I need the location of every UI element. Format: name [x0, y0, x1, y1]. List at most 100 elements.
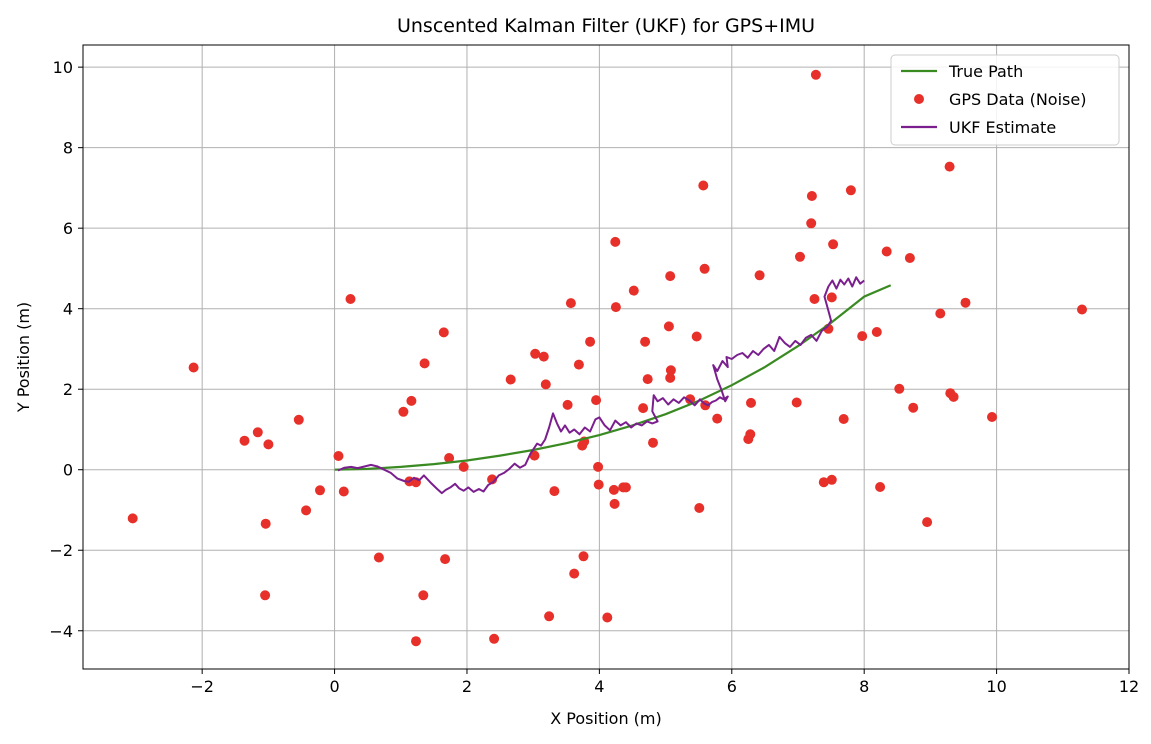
gps-data-point [593, 479, 604, 490]
gps-data-point [881, 246, 892, 257]
gps-data-point [538, 351, 549, 362]
y-axis-label: Y Position (m) [14, 302, 33, 413]
gps-data-point [746, 397, 756, 408]
gps-data-point [444, 453, 455, 463]
gps-data-point [438, 327, 449, 338]
y-tick-label: 4 [63, 300, 73, 319]
gps-data-point [263, 439, 274, 450]
gps-data-point [293, 414, 304, 425]
ticks: −2 0 2 4 6 8 10 12 −4 −2 0 2 4 6 8 10 [49, 58, 1139, 696]
gps-data-point [795, 251, 805, 262]
gps-data-point [544, 611, 555, 622]
x-tick-label: 10 [986, 677, 1006, 696]
gps-data-point [638, 403, 649, 414]
gps-data-point [857, 331, 868, 342]
gps-data-point [826, 474, 837, 485]
gps-data-point [419, 358, 430, 369]
gps-data-point [745, 429, 756, 440]
gps-data-point [828, 239, 839, 250]
y-tick-label: −4 [49, 622, 73, 641]
ukf-estimate-line [337, 276, 865, 495]
plot-area [127, 69, 1087, 647]
gps-data-point [818, 477, 829, 488]
gps-data-point [591, 395, 602, 406]
gps-data-point [875, 482, 886, 492]
gps-data-point [609, 498, 620, 509]
gps-data-point [585, 336, 596, 347]
gps-data-point [810, 69, 821, 80]
gps-data-point [694, 503, 705, 513]
gps-data-point [610, 236, 621, 247]
gps-data-point [127, 513, 138, 524]
gps-data-point [549, 486, 560, 497]
gps-data-point [699, 263, 710, 274]
gps-data-point [578, 551, 589, 562]
gps-data-point [922, 517, 933, 528]
gps-data-point [698, 180, 709, 191]
gps-data-point [418, 590, 429, 601]
gps-data-point [904, 253, 915, 263]
x-tick-label: 2 [462, 677, 472, 696]
gps-data-point [608, 484, 619, 495]
gps-data-point [406, 395, 417, 406]
gps-data-point [252, 427, 263, 438]
x-tick-label: 12 [1119, 677, 1139, 696]
gps-data-point [871, 327, 882, 337]
gps-data-point [944, 161, 955, 172]
gps-data-point [345, 294, 356, 304]
gps-data-point [838, 414, 849, 424]
gps-data-point [640, 336, 651, 347]
gps-data-point [540, 379, 551, 390]
x-tick-label: 6 [727, 677, 737, 696]
x-tick-label: −2 [190, 677, 214, 696]
y-tick-label: 8 [63, 139, 73, 158]
legend-box [890, 54, 1120, 146]
gps-data-point [987, 412, 997, 422]
gps-data-point [806, 191, 817, 201]
gps-data-point [620, 482, 631, 493]
gps-data-point [628, 285, 639, 296]
gps-data-point [593, 461, 604, 472]
gps-data-point [440, 554, 451, 565]
legend-entry-true-path: True Path [948, 62, 1023, 81]
gps-data-point [411, 636, 421, 647]
x-tick-label: 0 [329, 677, 339, 696]
gps-data-point [809, 294, 820, 304]
legend: True Path GPS Data (Noise) UKF Estimate [890, 54, 1120, 146]
gps-data-point [754, 270, 765, 281]
gps-data-point [260, 590, 271, 601]
gps-data-point [239, 435, 250, 446]
gps-data-point [935, 308, 946, 319]
y-tick-label: 2 [63, 380, 73, 399]
gps-data-point [665, 365, 676, 376]
y-tick-label: −2 [49, 541, 73, 560]
gps-data-point [188, 362, 199, 373]
gps-data-point [398, 406, 409, 417]
gps-data-point [569, 568, 580, 579]
gps-data-point [565, 298, 576, 309]
legend-entry-gps-data: GPS Data (Noise) [949, 90, 1086, 109]
gps-data-point [845, 185, 856, 196]
gps-data-point [373, 552, 384, 563]
gps-data-point [333, 451, 344, 461]
chart-title: Unscented Kalman Filter (UKF) for GPS+IM… [397, 15, 815, 37]
gps-data-point [562, 399, 573, 410]
gps-data-point [1077, 304, 1087, 315]
gps-data-point [602, 612, 613, 623]
gps-data-point [691, 331, 702, 342]
gps-data-point [791, 397, 802, 408]
gps-data-point [948, 391, 959, 402]
gps-data-point [458, 461, 469, 472]
gps-data-point [301, 505, 312, 516]
gps-data-point [806, 218, 817, 229]
y-tick-label: 6 [63, 219, 73, 238]
x-tick-label: 4 [594, 677, 604, 696]
legend-entry-ukf-estimate: UKF Estimate [949, 118, 1056, 137]
axes-frame [82, 44, 1130, 670]
gps-data-point [573, 359, 584, 370]
gps-data-point [908, 402, 919, 413]
gps-data-point [712, 413, 723, 424]
gps-data-point [826, 292, 837, 303]
